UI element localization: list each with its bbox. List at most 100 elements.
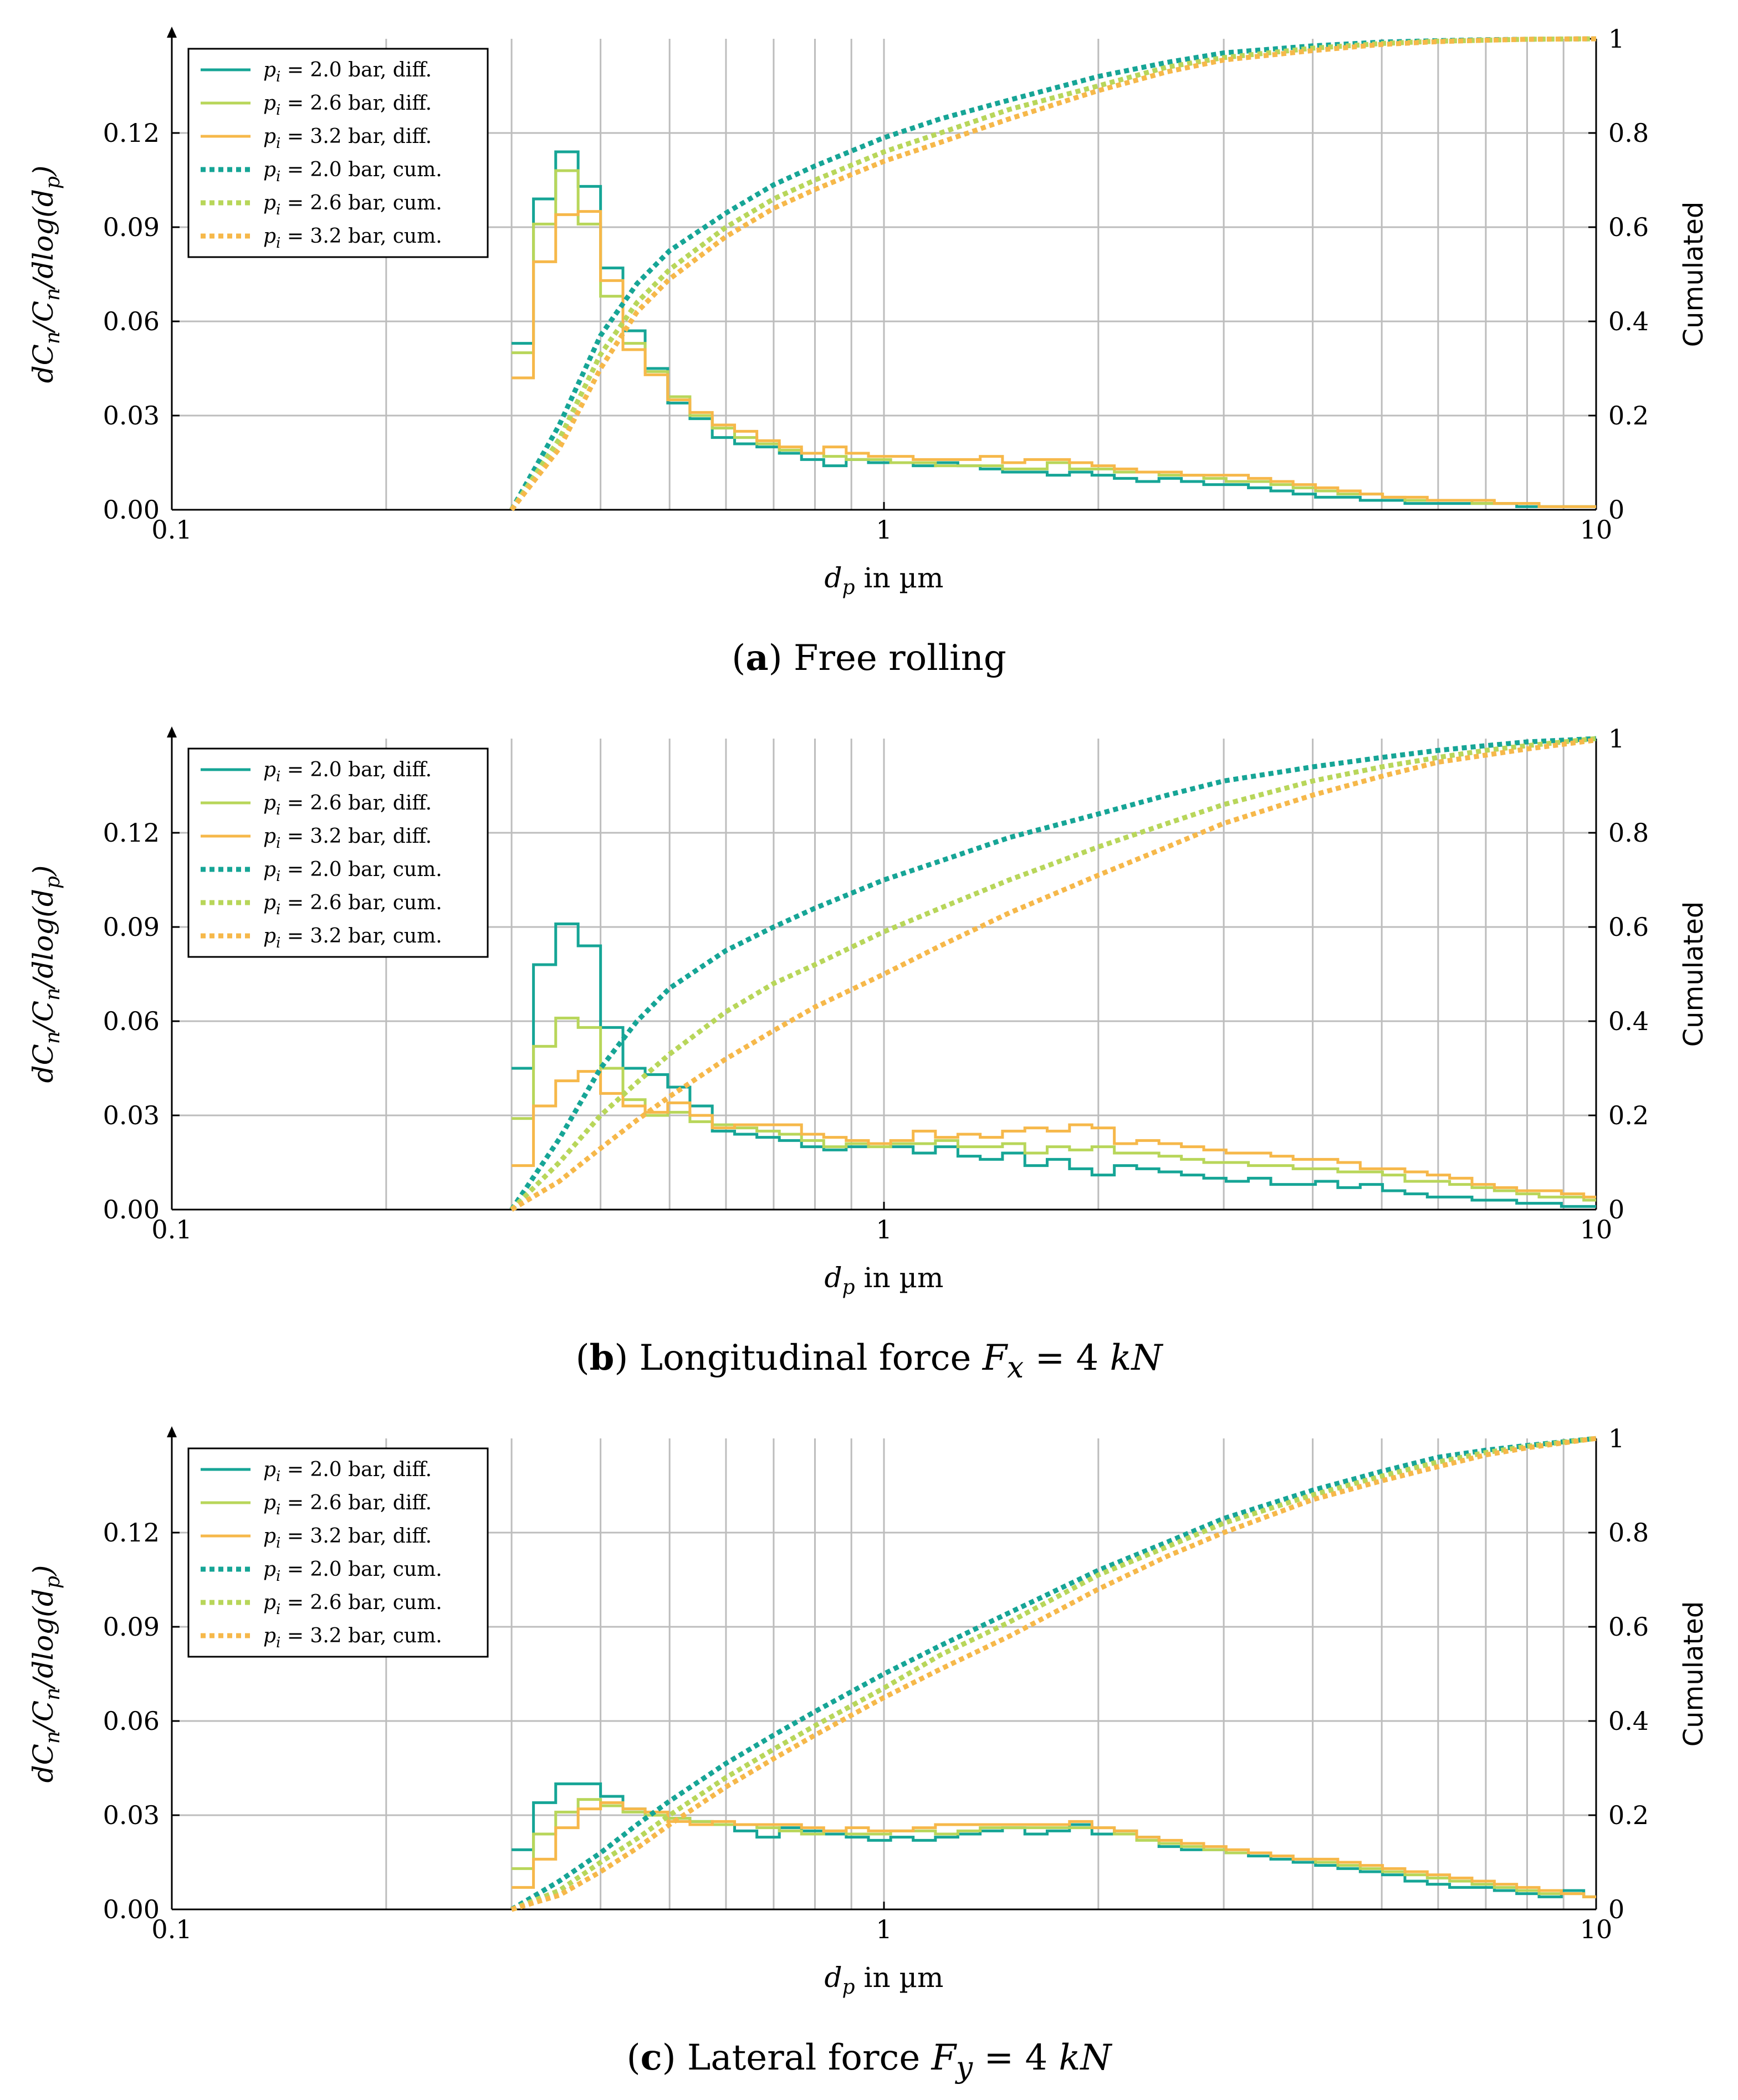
x-tick-label: 1: [876, 515, 892, 545]
y-tick-label: 0.09: [103, 912, 160, 942]
y-tick-label: 0.00: [103, 495, 160, 525]
y-tick-label: 0.06: [103, 306, 160, 336]
y-tick-label: 0.06: [103, 1706, 160, 1736]
caption-b: (b) Longitudinal force Fx = 4 kN: [0, 1337, 1738, 1385]
chart-c: 0.1 1 10 0.00 0.03 0.06 0.09 0.12 0 0.2 0.4 0.6 0.8 1…: [27, 1423, 1709, 1999]
chart-a: 0.1 1 10 0.00 0.03 0.06 0.09 0.12 0 0.2 0.4 0.6 0.8 1…: [27, 24, 1709, 599]
y2-tick-label: 0.8: [1608, 118, 1649, 148]
legend-entry: pi = 2.0 bar, cum.: [263, 858, 442, 885]
caption-formula-rest: = 4 kN: [973, 2037, 1112, 2078]
legend-entry: pi = 3.2 bar, diff.: [263, 1525, 432, 1551]
caption-c: (c) Lateral force Fy = 4 kN: [0, 2037, 1738, 2084]
y-tick-label: 0.00: [103, 1195, 160, 1225]
x-tick-label: 0.1: [151, 515, 192, 545]
x-tick-label: 10: [1580, 515, 1613, 545]
y2-tick-label: 0.8: [1608, 818, 1649, 848]
y-axis-arrow-icon: [167, 1426, 177, 1437]
y2-axis-title: Cumulated: [1678, 202, 1709, 347]
y2-axis-title: Cumulated: [1678, 902, 1709, 1047]
y-tick-label: 0.03: [103, 1100, 160, 1130]
y-axis-arrow-icon: [167, 27, 177, 38]
legend: pi = 2.0 bar, diff. pi = 2.6 bar, diff. pi…: [187, 1447, 489, 1658]
y-tick-label: 0.09: [103, 1612, 160, 1642]
series-line-diff-2: [512, 1801, 1596, 1898]
legend-entry: pi = 2.0 bar, diff.: [263, 59, 432, 85]
x-tick-label: 10: [1580, 1914, 1613, 1944]
series-group: [510, 1436, 1597, 1912]
caption-text: Free rolling: [782, 638, 1006, 679]
series-line-diff-2: [512, 1070, 1596, 1198]
series-line-cum-4: [509, 36, 1597, 511]
caption-formula: F: [931, 2037, 957, 2078]
x-axis-title: dp in µm: [825, 1961, 944, 1999]
chart-panel-b: 0.1 1 10 0.00 0.03 0.06 0.09 0.12 0 0.2 0.4 0.6 0.8 1…: [0, 700, 1738, 1400]
series-group: [509, 36, 1597, 511]
legend-entry: pi = 3.2 bar, cum.: [263, 1625, 442, 1651]
y-tick-label: 0.03: [103, 401, 160, 431]
series-line-cum-3: [510, 1436, 1597, 1912]
caption-paren: (: [575, 1338, 590, 1379]
caption-paren: (: [626, 2037, 641, 2078]
series-line-diff-1: [512, 1798, 1596, 1898]
series-line-cum-5: [510, 1436, 1597, 1912]
legend-box: [187, 747, 489, 958]
legend-entry: pi = 3.2 bar, diff.: [263, 125, 432, 152]
y2-tick-label: 0: [1608, 495, 1624, 525]
legend-box: [187, 48, 489, 258]
caption-formula: F: [982, 1338, 1008, 1379]
y-axis-arrow-icon: [167, 726, 177, 737]
x-tick-label: 0.1: [151, 1914, 192, 1944]
legend-entry: pi = 2.6 bar, diff.: [263, 92, 432, 119]
y-tick-label: 0.12: [103, 118, 160, 148]
legend-entry: pi = 2.0 bar, cum.: [263, 1558, 442, 1585]
y-axis-title: dCn/Cn/dlog(dp): [27, 166, 64, 383]
x-tick-label: 1: [876, 1215, 892, 1244]
caption-a: (a) Free rolling: [0, 637, 1738, 679]
legend-entry: pi = 2.0 bar, diff.: [263, 759, 432, 785]
series-line-diff-1: [512, 1016, 1596, 1202]
y2-axis-title: Cumulated: [1678, 1601, 1709, 1747]
y-tick-label: 0.09: [103, 212, 160, 242]
legend-entry: pi = 3.2 bar, cum.: [263, 225, 442, 252]
series-line-cum-4: [510, 1436, 1597, 1912]
y2-tick-label: 0.8: [1608, 1518, 1649, 1548]
y2-tick-label: 0.4: [1608, 306, 1649, 336]
y2-tick-label: 0.6: [1608, 212, 1649, 242]
chart-panel-a: 0.1 1 10 0.00 0.03 0.06 0.09 0.12 0 0.2 0.4 0.6 0.8 1…: [0, 0, 1738, 700]
caption-label: a: [745, 637, 769, 679]
legend-entry: pi = 2.0 bar, diff.: [263, 1458, 432, 1485]
legend-entry: pi = 2.6 bar, cum.: [263, 192, 442, 218]
caption-paren: (: [732, 638, 746, 679]
axes: [167, 1426, 1597, 1911]
caption-paren: ): [614, 1338, 628, 1379]
caption-formula-rest: = 4 kN: [1024, 1338, 1163, 1379]
y2-tick-label: 0.6: [1608, 912, 1649, 942]
series-line-cum-5: [510, 737, 1597, 1212]
x-axis-title: dp in µm: [825, 1262, 944, 1299]
y-tick-label: 0.12: [103, 818, 160, 848]
x-tick-label: 1: [876, 1914, 892, 1944]
legend: pi = 2.0 bar, diff. pi = 2.6 bar, diff. pi…: [187, 48, 489, 258]
legend-entry: pi = 3.2 bar, diff.: [263, 825, 432, 852]
caption-label: c: [640, 2037, 662, 2078]
series-line-cum-5: [509, 36, 1597, 511]
y2-tick-label: 0: [1608, 1195, 1624, 1225]
caption-text: Lateral force: [676, 2037, 932, 2078]
caption-label: b: [589, 1337, 615, 1379]
caption-subscript: y: [956, 2049, 973, 2084]
y2-tick-label: 0.2: [1608, 401, 1649, 431]
y2-tick-label: 0.2: [1608, 1100, 1649, 1130]
y2-tick-label: 1: [1608, 1423, 1624, 1453]
series-group: [509, 736, 1597, 1212]
y-tick-label: 0.06: [103, 1006, 160, 1036]
x-tick-label: 10: [1580, 1215, 1613, 1244]
chart-b: 0.1 1 10 0.00 0.03 0.06 0.09 0.12 0 0.2 0.4 0.6 0.8 1…: [27, 724, 1709, 1299]
y2-tick-label: 0.4: [1608, 1706, 1649, 1736]
series-line-diff-0: [512, 150, 1596, 508]
series-line-cum-3: [509, 736, 1597, 1211]
legend-entry: pi = 2.6 bar, diff.: [263, 792, 432, 818]
caption-text: Longitudinal force: [628, 1338, 983, 1379]
legend-entry: pi = 2.6 bar, diff.: [263, 1492, 432, 1518]
legend-entry: pi = 2.6 bar, cum.: [263, 892, 442, 918]
